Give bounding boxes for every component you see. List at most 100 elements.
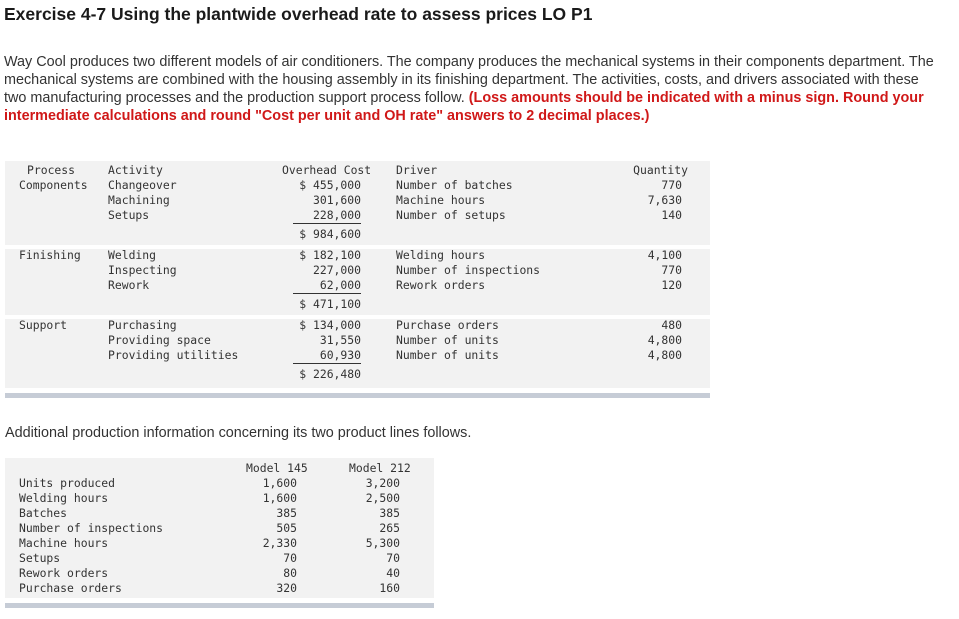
- process-name: Components: [19, 178, 88, 192]
- header-model-212: Model 212: [349, 461, 411, 475]
- intro-text: Way Cool produces two different models o…: [4, 54, 934, 106]
- row-label: Welding hours: [19, 491, 109, 505]
- row-label: Number of inspections: [19, 521, 164, 535]
- overhead-cost: $ 182,100: [299, 248, 361, 262]
- table-row: Machining 301,600 Machine hours 7,630: [5, 193, 710, 208]
- driver-name: Number of inspections: [396, 263, 541, 277]
- driver-quantity: 770: [661, 178, 682, 192]
- activity-cost-table: Process Activity Overhead Cost Driver Qu…: [5, 161, 710, 388]
- table-header-row: Process Activity Overhead Cost Driver Qu…: [5, 163, 710, 178]
- activity-name: Providing utilities: [108, 348, 239, 362]
- overhead-cost: 62,000: [293, 278, 361, 294]
- model-212-value: 70: [386, 551, 400, 565]
- driver-name: Number of setups: [396, 208, 506, 222]
- group-total: $ 984,600: [299, 227, 361, 241]
- row-label: Units produced: [19, 476, 116, 490]
- header-overhead-cost: Overhead Cost: [282, 163, 372, 177]
- driver-quantity: 480: [661, 318, 682, 332]
- table-row: Rework orders 80 40: [5, 566, 434, 581]
- overhead-cost: $ 134,000: [299, 318, 361, 332]
- table-header-row: Model 145 Model 212: [5, 461, 434, 476]
- overhead-cost: 228,000: [293, 208, 361, 224]
- table-total-row: $ 226,480: [5, 367, 710, 382]
- model-145-value: 385: [276, 506, 297, 520]
- activity-name: Inspecting: [108, 263, 177, 277]
- model-145-value: 505: [276, 521, 297, 535]
- driver-quantity: 4,800: [647, 348, 682, 362]
- activity-name: Welding: [108, 248, 157, 262]
- model-145-value: 70: [283, 551, 297, 565]
- model-212-value: 160: [379, 581, 400, 595]
- model-212-value: 2,500: [365, 491, 400, 505]
- table-row: Purchase orders 320 160: [5, 581, 434, 596]
- row-label: Batches: [19, 506, 68, 520]
- table-row: Setups 70 70: [5, 551, 434, 566]
- driver-name: Number of units: [396, 348, 499, 362]
- row-label: Machine hours: [19, 536, 109, 550]
- driver-quantity: 140: [661, 208, 682, 222]
- header-process: Process: [27, 163, 76, 177]
- table-bottom-border: [5, 603, 434, 608]
- row-label: Setups: [19, 551, 61, 565]
- table-row: Providing space 31,550 Number of units 4…: [5, 333, 710, 348]
- header-driver: Driver: [396, 163, 438, 177]
- page-title: Exercise 4-7 Using the plantwide overhea…: [4, 4, 593, 24]
- process-name: Finishing: [19, 248, 81, 262]
- overhead-cost: 60,930: [293, 348, 361, 364]
- driver-name: Welding hours: [396, 248, 486, 262]
- model-145-value: 80: [283, 566, 297, 580]
- driver-quantity: 4,800: [647, 333, 682, 347]
- model-145-value: 1,600: [262, 476, 297, 490]
- group-total: $ 471,100: [299, 297, 361, 311]
- table-row: Rework 62,000 Rework orders 120: [5, 278, 710, 294]
- activity-name: Purchasing: [108, 318, 177, 332]
- table-row: Finishing Welding $ 182,100 Welding hour…: [5, 248, 710, 263]
- model-212-value: 40: [386, 566, 400, 580]
- driver-quantity: 7,630: [647, 193, 682, 207]
- overhead-cost: 301,600: [312, 193, 361, 207]
- problem-intro: Way Cool produces two different models o…: [4, 53, 934, 125]
- row-separator: [5, 245, 710, 249]
- model-212-value: 5,300: [365, 536, 400, 550]
- row-label: Purchase orders: [19, 581, 122, 595]
- model-212-value: 3,200: [365, 476, 400, 490]
- row-label: Rework orders: [19, 566, 109, 580]
- driver-quantity: 770: [661, 263, 682, 277]
- table-total-row: $ 984,600: [5, 227, 710, 242]
- activity-name: Providing space: [108, 333, 211, 347]
- table-row: Providing utilities 60,930 Number of uni…: [5, 348, 710, 364]
- table-bottom-border: [5, 393, 710, 398]
- model-212-value: 385: [379, 506, 400, 520]
- driver-name: Purchase orders: [396, 318, 499, 332]
- activity-name: Setups: [108, 208, 150, 222]
- header-model-145: Model 145: [246, 461, 308, 475]
- additional-info-text: Additional production information concer…: [5, 425, 472, 441]
- table-row: Units produced 1,600 3,200: [5, 476, 434, 491]
- table-row: Number of inspections 505 265: [5, 521, 434, 536]
- header-quantity: Quantity: [633, 163, 688, 177]
- table-row: Setups 228,000 Number of setups 140: [5, 208, 710, 224]
- table-row: Inspecting 227,000 Number of inspections…: [5, 263, 710, 278]
- group-total: $ 226,480: [299, 367, 361, 381]
- activity-name: Changeover: [108, 178, 177, 192]
- driver-name: Number of batches: [396, 178, 513, 192]
- table-total-row: $ 471,100: [5, 297, 710, 312]
- model-145-value: 2,330: [262, 536, 297, 550]
- overhead-cost: 227,000: [312, 263, 361, 277]
- activity-name: Machining: [108, 193, 170, 207]
- overhead-cost: $ 455,000: [299, 178, 361, 192]
- driver-quantity: 4,100: [647, 248, 682, 262]
- model-145-value: 1,600: [262, 491, 297, 505]
- model-145-value: 320: [276, 581, 297, 595]
- rounding-instructions: (Loss amounts should be indicated with a…: [4, 90, 924, 124]
- overhead-cost: 31,550: [319, 333, 361, 347]
- driver-name: Number of units: [396, 333, 499, 347]
- table-row: Support Purchasing $ 134,000 Purchase or…: [5, 318, 710, 333]
- process-name: Support: [19, 318, 68, 332]
- table-row: Machine hours 2,330 5,300: [5, 536, 434, 551]
- table-row: Welding hours 1,600 2,500: [5, 491, 434, 506]
- driver-name: Machine hours: [396, 193, 486, 207]
- table-row: Components Changeover $ 455,000 Number o…: [5, 178, 710, 193]
- activity-name: Rework: [108, 278, 150, 292]
- header-activity: Activity: [108, 163, 163, 177]
